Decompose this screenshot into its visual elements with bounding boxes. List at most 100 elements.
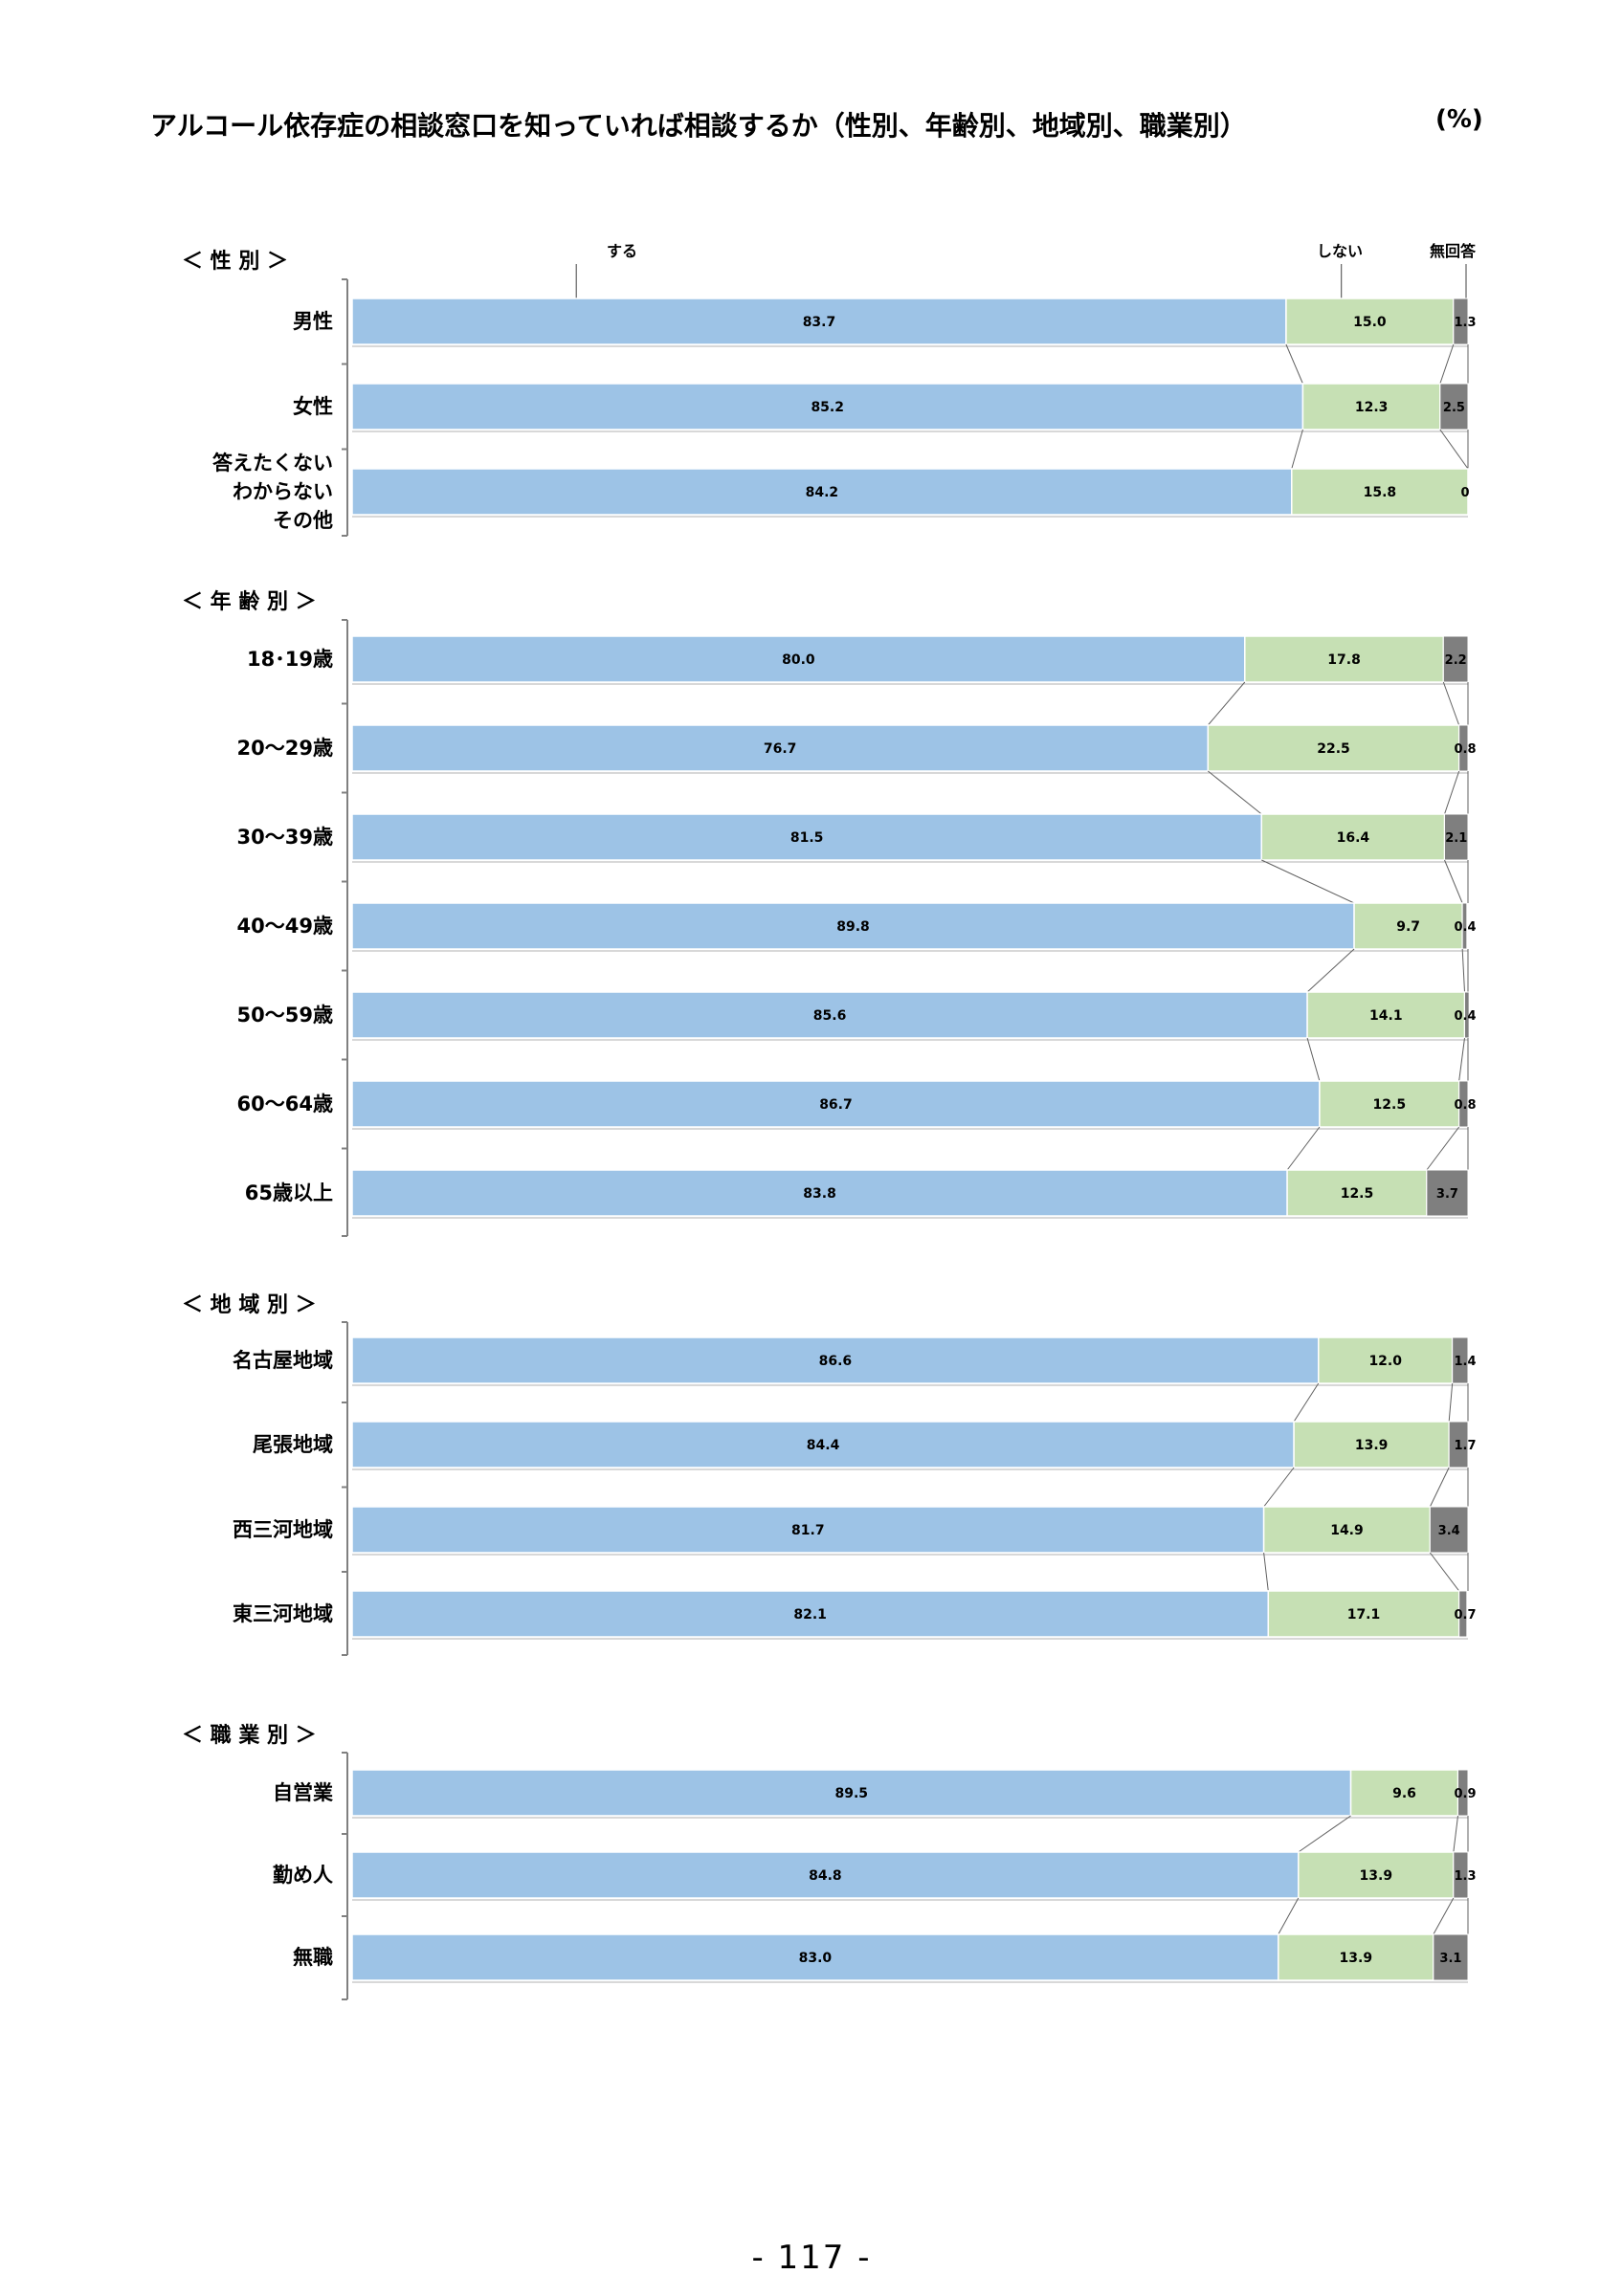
data-label-suru: 89.5 — [835, 1786, 869, 1801]
series-connector-line — [1286, 1126, 1321, 1171]
data-label-suru: 81.5 — [790, 830, 824, 846]
row-label: 勤め人 — [273, 1864, 333, 1887]
row-label: 40～49歳 — [237, 915, 333, 938]
bar-segment-suru — [351, 1080, 1321, 1128]
bar-segment-mukaito — [1426, 1169, 1469, 1217]
series-connector-line — [1442, 681, 1460, 726]
data-label-suru: 84.2 — [806, 485, 839, 500]
series-connector-line — [1285, 343, 1303, 385]
data-label-suru: 84.4 — [807, 1438, 840, 1453]
bar-segment-mukaito — [1464, 991, 1470, 1039]
data-label-suru: 81.7 — [791, 1523, 825, 1538]
row-label: 東三河地域 — [233, 1602, 333, 1625]
data-label-mukaito: 1.3 — [1454, 1869, 1476, 1884]
data-label-mukaito: 0.7 — [1454, 1608, 1476, 1623]
bar-segment-shinai — [1298, 1851, 1455, 1899]
page-title: アルコール依存症の相談窓口を知っていれば相談するか（性別、年齢別、地域別、職業別… — [150, 110, 1247, 142]
data-label-mukaito: 3.1 — [1439, 1952, 1461, 1966]
bar-segment-suru — [351, 1506, 1265, 1554]
row-label: わからない — [233, 480, 333, 503]
data-label-shinai: 12.5 — [1341, 1186, 1374, 1202]
bar-segment-mukaito — [1429, 1506, 1469, 1554]
bar-segment-mukaito — [1452, 1336, 1469, 1384]
legend-label-0: する — [607, 242, 637, 260]
bar-segment-shinai — [1267, 1590, 1460, 1638]
data-label-mukaito: 0.9 — [1454, 1787, 1476, 1801]
data-label-mukaito: 3.7 — [1436, 1187, 1458, 1202]
row-label: 20～29歳 — [237, 737, 333, 760]
data-label-suru: 83.7 — [803, 315, 836, 330]
bar-segment-mukaito — [1461, 902, 1468, 950]
group-header: ＜ 年 齢 別 ＞ — [182, 589, 317, 614]
series-connector-line — [1278, 1897, 1300, 1935]
row-label: 18･19歳 — [247, 648, 333, 671]
series-connector-line — [1426, 1126, 1460, 1171]
data-label-mukaito: 1.3 — [1454, 316, 1476, 330]
bar-segment-shinai — [1319, 1080, 1460, 1128]
bar-segment-shinai — [1301, 383, 1441, 430]
data-label-shinai: 12.0 — [1368, 1354, 1402, 1369]
row-label: 尾張地域 — [253, 1433, 333, 1456]
bar-segment-mukaito — [1458, 1080, 1469, 1128]
data-label-mukaito: 0.8 — [1454, 1098, 1476, 1113]
data-label-shinai: 16.4 — [1337, 830, 1370, 846]
row-label: 65歳以上 — [245, 1181, 333, 1204]
group-header: ＜ 性 別 ＞ — [182, 250, 288, 274]
row-label: 自営業 — [273, 1781, 334, 1804]
data-label-suru: 83.8 — [803, 1186, 836, 1202]
row-label: 50～59歳 — [237, 1004, 333, 1027]
group-header: ＜ 地 域 別 ＞ — [182, 1292, 317, 1317]
bar-segment-suru — [351, 1169, 1288, 1217]
data-label-shinai: 12.5 — [1373, 1097, 1407, 1113]
row-label: 30～39歳 — [237, 826, 333, 849]
bar-segment-suru — [351, 1933, 1279, 1981]
bar-segment-shinai — [1353, 902, 1463, 950]
series-connector-line — [1444, 770, 1460, 815]
series-connector-line — [1263, 1552, 1269, 1592]
row-label: 女性 — [293, 395, 333, 418]
bar-segment-mukaito — [1458, 724, 1469, 772]
bar-segment-suru — [351, 1769, 1352, 1817]
data-label-shinai: 22.5 — [1317, 741, 1350, 757]
data-label-shinai: 17.8 — [1327, 652, 1361, 668]
data-label-mukaito: 0.8 — [1454, 742, 1476, 757]
series-connector-line — [1208, 770, 1262, 815]
series-connector-line — [1433, 1897, 1455, 1935]
series-connector-line — [1293, 1382, 1320, 1423]
data-label-mukaito: 0.4 — [1454, 920, 1476, 935]
data-label-mukaito: 0.4 — [1454, 1009, 1476, 1024]
data-label-shinai: 13.9 — [1360, 1868, 1393, 1884]
data-label-shinai: 15.8 — [1364, 485, 1397, 500]
data-label-mukaito: 2.1 — [1445, 831, 1467, 846]
series-connector-line — [1448, 1382, 1454, 1423]
data-label-mukaito: 2.2 — [1445, 653, 1467, 668]
data-label-suru: 89.8 — [836, 919, 870, 935]
row-label: 名古屋地域 — [233, 1349, 333, 1372]
data-label-suru: 84.8 — [809, 1868, 842, 1884]
data-label-shinai: 13.9 — [1355, 1438, 1389, 1453]
row-label: 西三河地域 — [233, 1518, 333, 1541]
bar-segment-mukaito — [1433, 1933, 1469, 1981]
data-label-mukaito: 1.7 — [1454, 1439, 1476, 1453]
series-connector-line — [1306, 1037, 1321, 1082]
data-label-mukaito: 0 — [1460, 486, 1469, 500]
bar-segment-shinai — [1244, 635, 1445, 683]
series-connector-line — [1298, 1815, 1351, 1853]
data-label-suru: 85.2 — [811, 400, 844, 415]
bar-segment-mukaito — [1448, 1421, 1469, 1468]
bar-segment-mukaito — [1442, 635, 1469, 683]
series-connector-line — [1461, 948, 1466, 993]
row-label: 答えたくない — [212, 452, 333, 475]
series-connector-line — [1291, 429, 1303, 470]
data-label-suru: 86.6 — [819, 1354, 853, 1369]
row-label: 男性 — [293, 310, 333, 333]
bar-segment-mukaito — [1458, 1590, 1468, 1638]
data-label-suru: 82.1 — [793, 1607, 827, 1623]
data-label-shinai: 13.9 — [1340, 1951, 1373, 1966]
data-label-shinai: 9.7 — [1396, 919, 1420, 935]
data-label-suru: 76.7 — [764, 741, 797, 757]
data-label-shinai: 9.6 — [1392, 1786, 1416, 1801]
legend-label-1: しない — [1317, 242, 1363, 260]
data-label-mukaito: 2.5 — [1443, 401, 1465, 415]
data-label-suru: 83.0 — [799, 1951, 833, 1966]
